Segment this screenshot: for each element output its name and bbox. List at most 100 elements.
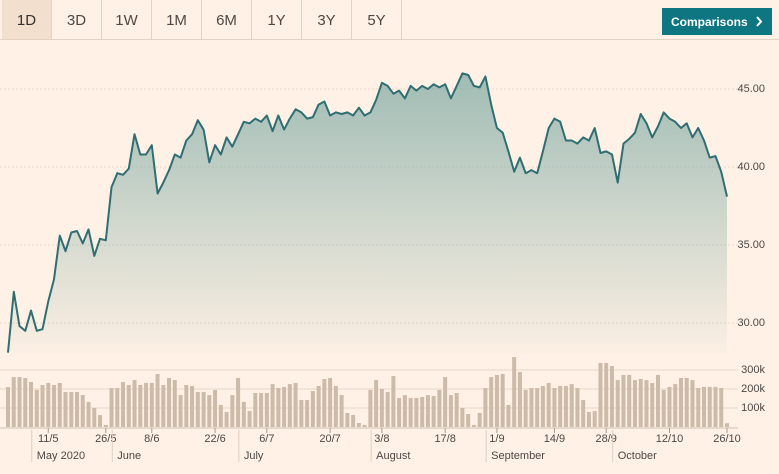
y-tick-label: 45.00 bbox=[737, 83, 765, 95]
volume-bar bbox=[678, 377, 683, 427]
volume-bar bbox=[339, 395, 344, 427]
range-button[interactable]: 3Y bbox=[302, 0, 352, 39]
volume-bar bbox=[362, 424, 367, 427]
volume-bar bbox=[598, 362, 603, 427]
toolbar: Comparisons 1D 3D 1W 1M 6M 1Y 3Y 5Y bbox=[0, 0, 779, 40]
volume-bar bbox=[448, 395, 453, 427]
volume-bar bbox=[437, 389, 442, 427]
volume-bar bbox=[63, 392, 68, 427]
volume-bar bbox=[523, 389, 528, 427]
y-tick-label: 300k bbox=[741, 364, 765, 376]
volume-bar bbox=[224, 411, 229, 427]
range-button[interactable]: 1D bbox=[2, 0, 52, 39]
volume-bar bbox=[408, 397, 413, 427]
volume-bar bbox=[75, 392, 80, 427]
month-label: August bbox=[376, 450, 410, 462]
x-tick-label: 1/9 bbox=[489, 433, 504, 445]
volume-bar bbox=[287, 384, 292, 427]
volume-bar bbox=[466, 414, 471, 427]
volume-bar bbox=[213, 389, 218, 427]
volume-bar bbox=[592, 411, 597, 427]
chart: 30.00 35.00 40.00 45.00 100k 200k 300k 11/5 26/5… bbox=[0, 72, 765, 462]
volume-bar bbox=[351, 415, 356, 427]
volume-bar bbox=[632, 380, 637, 427]
volume-bar bbox=[328, 377, 333, 427]
volume-bar bbox=[552, 388, 557, 427]
volume-bar bbox=[259, 392, 264, 427]
x-tick-label: 28/9 bbox=[595, 433, 616, 445]
volume-bar bbox=[575, 388, 580, 427]
volume-bar bbox=[161, 385, 166, 427]
volume-bar bbox=[414, 397, 419, 427]
volume-bar bbox=[23, 377, 28, 427]
volume-bar bbox=[316, 385, 321, 427]
volume-bar bbox=[402, 395, 407, 427]
range-button[interactable]: 5Y bbox=[352, 0, 402, 39]
volume-bar bbox=[282, 386, 287, 427]
volume-bar bbox=[581, 400, 586, 427]
volume-bar bbox=[247, 411, 252, 427]
volume-bar bbox=[52, 385, 57, 427]
volume-bar bbox=[604, 362, 609, 427]
volume-bar bbox=[207, 395, 212, 427]
volume-bar bbox=[264, 392, 269, 427]
volume-bar bbox=[655, 374, 660, 427]
volume-bar bbox=[11, 377, 16, 427]
volume-bar bbox=[546, 382, 551, 427]
volume-bar bbox=[201, 392, 206, 427]
volume-bar bbox=[540, 385, 545, 427]
volume-bar bbox=[558, 385, 563, 427]
volume-bar bbox=[483, 388, 488, 427]
comparisons-button[interactable]: Comparisons bbox=[662, 8, 772, 35]
volume-bar bbox=[391, 376, 396, 427]
volume-bar bbox=[661, 389, 666, 427]
chevron-icon bbox=[756, 16, 763, 27]
volume-bar bbox=[57, 382, 62, 427]
volume-bar bbox=[621, 374, 626, 427]
volume-bar bbox=[29, 381, 34, 427]
range-button[interactable]: 1W bbox=[102, 0, 152, 39]
x-tick-label: 14/9 bbox=[544, 433, 565, 445]
volume-bar bbox=[650, 382, 655, 427]
volume-bar bbox=[241, 401, 246, 427]
volume-bar bbox=[443, 377, 448, 427]
volume-bar bbox=[333, 385, 338, 427]
volume-bar bbox=[86, 401, 91, 427]
volume-bar bbox=[155, 373, 160, 427]
volume-bar bbox=[719, 388, 724, 427]
volume-bar bbox=[115, 388, 120, 427]
comparisons-label: Comparisons bbox=[671, 15, 748, 29]
range-button[interactable]: 6M bbox=[202, 0, 252, 39]
volume-bar bbox=[638, 378, 643, 427]
volume-bar bbox=[397, 397, 402, 427]
volume-bar bbox=[379, 389, 384, 427]
volume-bar bbox=[345, 412, 350, 427]
volume-bar bbox=[126, 385, 131, 427]
range-button[interactable]: 1M bbox=[152, 0, 202, 39]
volume-bar bbox=[103, 424, 108, 427]
y-tick-label: 40.00 bbox=[737, 161, 765, 173]
volume-bar bbox=[132, 380, 137, 427]
volume-bar bbox=[167, 377, 172, 427]
month-label: September bbox=[491, 450, 545, 462]
volume-bar bbox=[690, 380, 695, 427]
volume-bar bbox=[701, 386, 706, 427]
volume-bar bbox=[98, 415, 103, 427]
volume-bar bbox=[615, 380, 620, 427]
range-button[interactable]: 3D bbox=[52, 0, 102, 39]
volume-bar bbox=[299, 400, 304, 427]
volume-bar bbox=[172, 380, 177, 427]
volume-bar bbox=[431, 396, 436, 427]
x-tick-label: 20/7 bbox=[319, 433, 340, 445]
volume-bar bbox=[92, 408, 97, 427]
x-tick-label: 11/5 bbox=[38, 433, 59, 445]
volume-bar bbox=[230, 395, 235, 427]
x-tick-label: 6/7 bbox=[259, 433, 274, 445]
x-tick-label: 17/8 bbox=[434, 433, 455, 445]
month-label: May 2020 bbox=[37, 450, 85, 462]
range-button[interactable]: 1Y bbox=[252, 0, 302, 39]
volume-bar bbox=[270, 384, 275, 427]
volume-bar bbox=[40, 385, 45, 427]
volume-bar bbox=[121, 381, 126, 427]
